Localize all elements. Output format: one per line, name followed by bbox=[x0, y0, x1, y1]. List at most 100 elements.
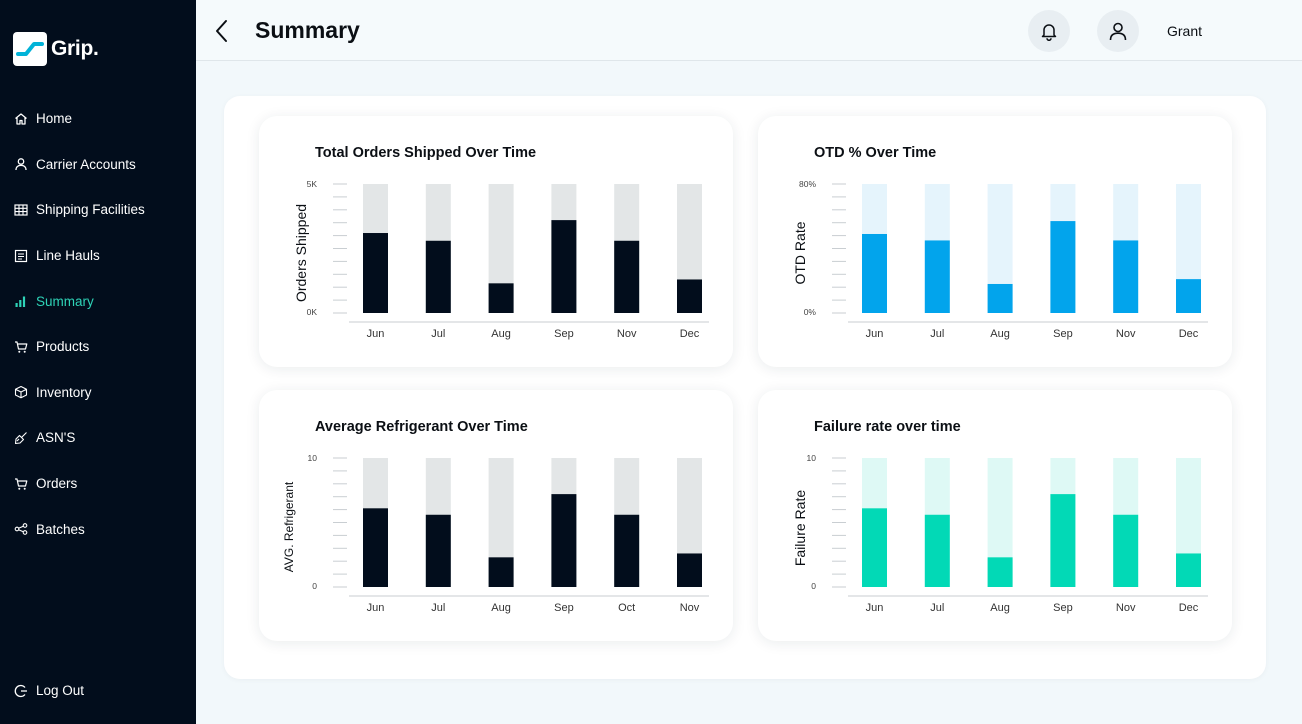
x-tick-label: Jul bbox=[431, 328, 445, 340]
bar-jun bbox=[363, 508, 388, 587]
x-tick-label: Aug bbox=[491, 602, 511, 614]
x-tick-label: Aug bbox=[990, 328, 1010, 340]
bar-jul bbox=[924, 514, 950, 587]
y-tick-label-min: 0 bbox=[312, 581, 317, 591]
x-tick-label: Jul bbox=[930, 602, 944, 614]
nodes-icon bbox=[13, 521, 29, 537]
sidebar-item-asns[interactable]: ASN'S bbox=[0, 415, 196, 461]
x-tick-label: Sep bbox=[554, 328, 574, 340]
bar-oct bbox=[614, 514, 640, 587]
box-icon bbox=[13, 384, 29, 400]
chart-title: Average Refrigerant Over Time bbox=[315, 419, 528, 435]
sidebar-item-line-hauls[interactable]: Line Hauls bbox=[0, 233, 196, 279]
x-tick-label: Sep bbox=[554, 602, 574, 614]
bar-jun bbox=[862, 233, 887, 313]
bar-chart-orders-shipped: 5K 0K Jun Jul Aug Sep Nov Dec bbox=[307, 179, 709, 340]
x-tick-label: Dec bbox=[1179, 602, 1199, 614]
bar-sep bbox=[1050, 494, 1076, 587]
bar-aug bbox=[987, 557, 1013, 587]
chart-card-failure-rate: Failure rate over time Failure Rate 10 0 J… bbox=[758, 390, 1232, 641]
chart-title: OTD % Over Time bbox=[814, 145, 937, 161]
x-tick-label: Jun bbox=[367, 328, 385, 340]
bar-nov bbox=[677, 553, 702, 587]
home-icon bbox=[13, 111, 29, 127]
user-name[interactable]: Grant bbox=[1167, 23, 1203, 39]
notifications-button[interactable] bbox=[1028, 10, 1070, 52]
x-tick-label: Dec bbox=[1179, 328, 1199, 340]
x-tick-label: Sep bbox=[1053, 602, 1073, 614]
y-tick-label-max: 10 bbox=[308, 453, 318, 463]
chart-title: Failure rate over time bbox=[814, 419, 961, 435]
bar-chart-failure-rate: 10 0 Jun Jul Aug Sep Nov Dec bbox=[807, 453, 1208, 614]
y-tick-label-max: 10 bbox=[807, 453, 817, 463]
x-tick-label: Jul bbox=[431, 602, 445, 614]
sidebar-item-shipping-facilities[interactable]: Shipping Facilities bbox=[0, 187, 196, 233]
bar-sep bbox=[551, 220, 577, 313]
grip-logo-icon bbox=[13, 32, 47, 66]
sidebar-item-label: Home bbox=[36, 111, 73, 127]
y-tick-label-min: 0 bbox=[811, 581, 816, 591]
sidebar-item-products[interactable]: Products bbox=[0, 324, 196, 370]
summary-panel: Total Orders Shipped Over Time Orders Sh… bbox=[224, 96, 1266, 679]
sidebar-item-orders[interactable]: Orders bbox=[0, 461, 196, 507]
bar-jun bbox=[862, 508, 887, 587]
sidebar-item-carrier-accounts[interactable]: Carrier Accounts bbox=[0, 142, 196, 188]
grid-icon bbox=[13, 202, 29, 218]
x-tick-label: Aug bbox=[491, 328, 511, 340]
sidebar-item-label: Shipping Facilities bbox=[36, 202, 145, 218]
sidebar-item-label: Inventory bbox=[36, 384, 92, 400]
chart-card-otd-rate: OTD % Over Time OTD Rate 80% 0% Jun Jul Aug S… bbox=[758, 116, 1232, 367]
sidebar-nav: Home Carrier Accounts Shipping Facilitie… bbox=[0, 96, 196, 552]
x-tick-label: Nov bbox=[1116, 602, 1136, 614]
cart-icon bbox=[13, 339, 29, 355]
y-tick-label-min: 0K bbox=[307, 307, 318, 317]
bar-dec bbox=[677, 279, 702, 313]
bar-chart-refrigerant: 10 0 Jun Jul Aug Sep Oct Nov bbox=[308, 453, 709, 614]
cart-icon bbox=[13, 476, 29, 492]
user-icon bbox=[13, 156, 29, 172]
x-tick-label: Jun bbox=[367, 602, 385, 614]
sidebar-item-label: ASN'S bbox=[36, 430, 76, 446]
y-tick-label-max: 80% bbox=[799, 179, 816, 189]
bar-aug bbox=[987, 283, 1013, 313]
page-title: Summary bbox=[255, 17, 360, 43]
bar-nov bbox=[1113, 240, 1139, 313]
x-tick-label: Jun bbox=[866, 602, 884, 614]
bar-aug bbox=[488, 557, 514, 587]
broom-icon bbox=[13, 430, 29, 446]
sidebar-item-label: Products bbox=[36, 339, 90, 355]
logout-label: Log Out bbox=[36, 683, 85, 699]
y-tick-label-min: 0% bbox=[804, 307, 817, 317]
sidebar-item-label: Carrier Accounts bbox=[36, 156, 136, 172]
bar-jul bbox=[425, 240, 451, 313]
back-button[interactable] bbox=[212, 18, 232, 44]
chart-card-refrigerant: Average Refrigerant Over Time AVG. Refri… bbox=[259, 390, 733, 641]
logout-button[interactable]: Log Out bbox=[0, 668, 196, 714]
x-tick-label: Nov bbox=[617, 328, 637, 340]
brand-logo[interactable]: Grip. bbox=[13, 32, 99, 66]
bar-dec bbox=[1176, 279, 1201, 313]
sidebar-item-label: Summary bbox=[36, 293, 94, 309]
user-avatar-icon bbox=[1109, 22, 1127, 41]
bar-nov bbox=[614, 240, 640, 313]
brand-name: Grip. bbox=[51, 37, 99, 60]
sidebar-item-inventory[interactable]: Inventory bbox=[0, 370, 196, 416]
logout-icon bbox=[13, 683, 29, 699]
x-tick-label: Jul bbox=[930, 328, 944, 340]
x-tick-label: Nov bbox=[1116, 328, 1136, 340]
bell-icon bbox=[1041, 24, 1057, 41]
x-tick-label: Dec bbox=[680, 328, 700, 340]
sidebar-item-label: Batches bbox=[36, 521, 85, 537]
sidebar-item-summary[interactable]: Summary bbox=[0, 278, 196, 324]
list-icon bbox=[13, 248, 29, 264]
x-tick-label: Jun bbox=[866, 328, 884, 340]
x-tick-label: Nov bbox=[680, 602, 700, 614]
sidebar-item-batches[interactable]: Batches bbox=[0, 506, 196, 552]
y-tick-label-max: 5K bbox=[307, 179, 318, 189]
sidebar-item-home[interactable]: Home bbox=[0, 96, 196, 142]
bar-sep bbox=[1050, 221, 1076, 313]
chart-title: Total Orders Shipped Over Time bbox=[315, 145, 537, 161]
bar-aug bbox=[488, 283, 514, 313]
avatar[interactable] bbox=[1097, 10, 1139, 52]
top-header: Summary Grant bbox=[196, 0, 1302, 61]
